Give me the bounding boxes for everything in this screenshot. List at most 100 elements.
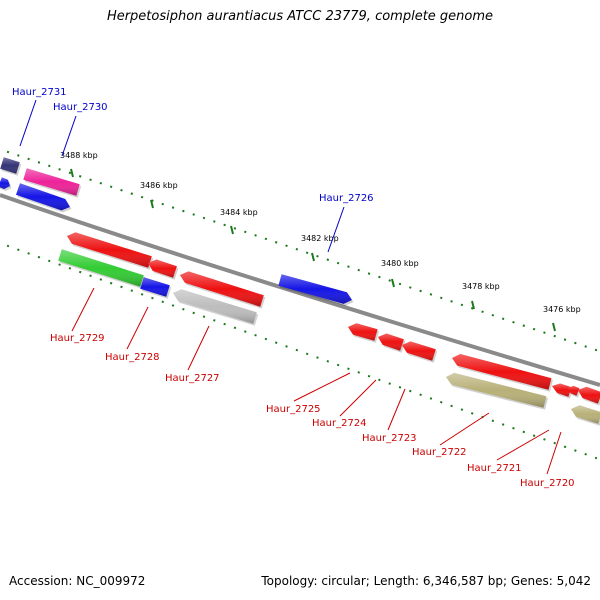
tick-dot — [470, 307, 474, 310]
tick-dot — [316, 356, 319, 359]
tick-dot — [161, 202, 165, 206]
tick-dots — [6, 150, 598, 460]
tick-dot — [378, 275, 381, 279]
tick-dot — [161, 300, 165, 304]
tick-dot — [89, 274, 92, 278]
genome-summary: Topology: circular; Length: 6,346,587 bp… — [261, 574, 591, 588]
gene-haur-2723 — [402, 341, 438, 363]
tick-dot — [501, 317, 505, 321]
tick-dot — [140, 195, 144, 199]
tick-dot — [439, 296, 443, 300]
tick-dot — [460, 408, 464, 411]
tick-dot — [543, 331, 546, 334]
tick-dot — [491, 313, 495, 317]
tick-dot — [182, 307, 185, 311]
tick-dot — [450, 404, 453, 408]
major-tick — [552, 322, 556, 332]
tick-dot — [47, 259, 51, 263]
gene-label: Haur_2724 — [312, 418, 367, 429]
gene-label: Haur_2722 — [412, 447, 467, 458]
tick-dot — [574, 449, 577, 452]
tick-dot — [429, 397, 433, 400]
gene-labels: Haur_2731Haur_2730Haur_2726Haur_2729Haur… — [12, 87, 575, 489]
tick-dot — [326, 258, 330, 261]
tick-dot — [326, 360, 330, 363]
tick-dot — [553, 334, 557, 338]
gene-haur-2730 — [23, 168, 82, 198]
gene-red-2 — [148, 259, 179, 280]
tick-dot — [532, 434, 536, 437]
tick-dot — [233, 227, 237, 230]
tick-dot — [78, 270, 82, 274]
tick-dot — [243, 330, 247, 333]
label-leader — [71, 287, 95, 332]
tick-dot — [243, 230, 247, 234]
label-leader — [339, 379, 377, 417]
tick-dot — [347, 367, 350, 371]
label-leader — [126, 306, 149, 350]
label-leader — [187, 325, 210, 371]
major-tick — [230, 225, 234, 235]
tick-dot — [398, 282, 402, 286]
tick-dot — [192, 311, 195, 315]
tick-dot — [130, 289, 134, 292]
genes — [0, 157, 600, 426]
label-leader — [327, 206, 345, 253]
gene-haur-2725 — [348, 323, 380, 343]
major-tick — [471, 300, 475, 310]
gene-haur-2728 — [140, 277, 172, 299]
tick-dot — [305, 352, 309, 356]
tick-dot — [27, 252, 30, 255]
gene-label: Haur_2731 — [12, 87, 67, 98]
tick-dot — [594, 348, 598, 352]
gene-label: Haur_2720 — [520, 478, 575, 489]
gene-red-3 — [180, 271, 266, 309]
tick-dot — [6, 244, 10, 248]
tick-dot — [336, 261, 340, 265]
tick-dot — [120, 285, 123, 289]
gene-partial — [0, 177, 12, 191]
gene-haur-2721 — [571, 405, 600, 426]
tick-dot — [295, 348, 299, 352]
tick-dot — [99, 278, 103, 281]
tick-dot — [285, 244, 288, 248]
tick-dot — [388, 279, 391, 282]
tick-dot — [58, 168, 61, 171]
gene-haur-2724 — [378, 333, 406, 353]
tick-dot — [450, 300, 453, 303]
tick-dot — [522, 430, 526, 434]
tick-dot — [522, 324, 526, 327]
tick-dot — [254, 333, 257, 337]
tick-label: 3476 kbp — [543, 305, 581, 314]
gene-haur-2726 — [278, 274, 354, 306]
tick-dot — [491, 419, 495, 423]
tick-dot — [543, 438, 546, 441]
tick-dot — [171, 304, 175, 307]
tick-dot — [223, 223, 226, 227]
label-leader — [546, 431, 562, 475]
tick-dot — [182, 209, 185, 213]
tick-dot — [140, 293, 144, 296]
tick-label: 3488 kbp — [60, 151, 98, 160]
tick-dot — [419, 289, 422, 293]
label-leader — [293, 372, 351, 402]
label-leader — [439, 412, 490, 446]
gene-label: Haur_2728 — [105, 352, 160, 363]
gene-label: Haur_2725 — [266, 404, 321, 415]
tick-dot — [429, 293, 433, 296]
accession-text: Accession: NC_009972 — [9, 574, 146, 588]
tick-label: 3478 kbp — [462, 282, 500, 291]
tick-dot — [367, 272, 371, 275]
gene-label: Haur_2729 — [50, 333, 105, 344]
tick-dot — [367, 374, 371, 378]
genome-backbone — [0, 193, 600, 387]
tick-dot — [17, 248, 20, 251]
tick-dot — [120, 188, 123, 192]
gene-label: Haur_2723 — [362, 433, 417, 444]
tick-dot — [274, 341, 278, 344]
tick-dot — [109, 281, 113, 285]
label-leader — [387, 388, 406, 431]
tick-dot — [439, 400, 443, 404]
tick-dot — [78, 175, 82, 178]
tick-dot — [213, 220, 216, 223]
